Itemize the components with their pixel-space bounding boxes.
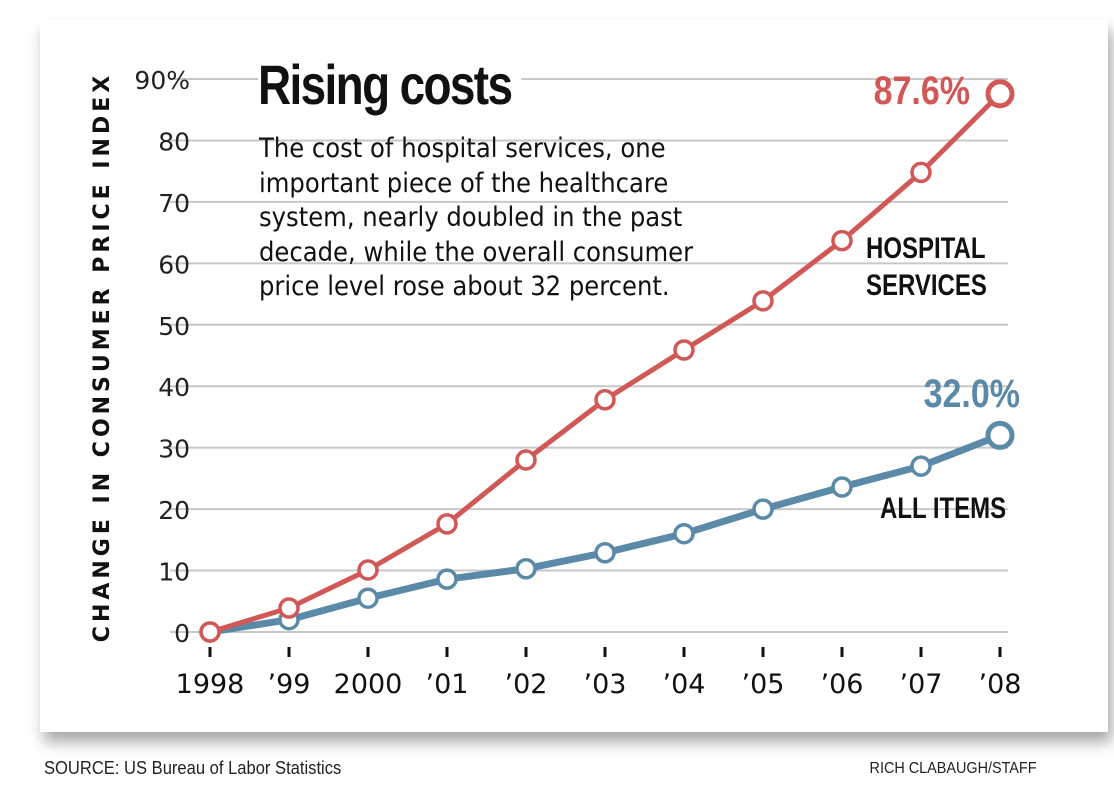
x-tick-label: 2000 — [334, 669, 403, 700]
gridlines — [170, 78, 1008, 633]
data-point — [985, 79, 1015, 109]
data-point — [910, 455, 932, 477]
data-point — [515, 449, 537, 471]
all-items-label: ALL ITEMS — [880, 490, 1006, 524]
series-lines — [199, 79, 1015, 643]
x-tick-label: ’06 — [821, 669, 864, 700]
data-point — [594, 388, 616, 411]
y-tick-labels: 0 10 20 30 40 50 60 70 80 90% — [134, 66, 190, 648]
series-line — [209, 432, 1002, 636]
data-point — [673, 339, 695, 361]
x-tick-label: ’04 — [663, 669, 706, 700]
y-tick-label: 70 — [158, 189, 190, 218]
data-point — [985, 420, 1015, 450]
x-ticks: 1998 ’99 2000 ’01 ’02 ’03 ’04 ’05 ’06 ’07 ’08 — [176, 647, 1022, 700]
all-items-end-value-label: 32.0% — [924, 370, 1020, 415]
data-point — [910, 161, 932, 184]
x-tick-label: ’07 — [900, 669, 943, 700]
y-tick-label: 20 — [158, 496, 190, 525]
x-tick-label: ’08 — [979, 669, 1022, 700]
y-tick-label: 40 — [158, 373, 190, 402]
data-point — [752, 498, 774, 520]
x-tick-label: ’05 — [742, 669, 785, 700]
y-axis-label: CHANGE IN CONSUMER PRICE INDEX — [90, 72, 115, 642]
x-tick-label: ’03 — [584, 669, 627, 700]
series-all-items — [199, 420, 1015, 643]
data-point — [515, 557, 537, 580]
chart-description: The cost of hospital services, one impor… — [259, 133, 694, 302]
y-tick-label: 10 — [158, 558, 190, 587]
data-point — [594, 541, 616, 564]
y-tick-label: 90% — [134, 66, 190, 95]
y-tick-label: 0 — [174, 619, 190, 648]
y-tick-label: 50 — [158, 312, 190, 341]
data-point — [199, 621, 221, 643]
data-point — [436, 568, 458, 590]
y-tick-label: 30 — [158, 435, 190, 464]
data-point — [673, 522, 695, 545]
x-tick-label: ’01 — [426, 669, 469, 700]
series-hospital-services — [199, 79, 1015, 643]
chart-card — [40, 20, 1108, 732]
credit-note: RICH CLABAUGH/STAFF — [869, 760, 1036, 777]
data-point — [436, 513, 458, 535]
y-tick-label: 60 — [158, 250, 190, 279]
data-point — [357, 559, 379, 581]
chart-title: Rising costs — [258, 52, 522, 117]
x-tick-label: ’02 — [505, 669, 548, 700]
data-point — [357, 587, 379, 609]
source-note: SOURCE: US Bureau of Labor Statistics — [44, 758, 342, 778]
y-tick-label: 80 — [158, 127, 190, 156]
data-point — [831, 476, 853, 498]
hospital-services-label: SERVICES — [866, 267, 987, 301]
data-point — [831, 229, 853, 252]
x-tick-label: ’99 — [268, 669, 311, 700]
hospital-end-value-label: 87.6% — [874, 67, 970, 112]
x-tick-label: 1998 — [176, 669, 245, 700]
data-point — [278, 597, 300, 619]
data-point — [752, 290, 774, 312]
hospital-services-label: HOSPITAL — [866, 230, 986, 264]
